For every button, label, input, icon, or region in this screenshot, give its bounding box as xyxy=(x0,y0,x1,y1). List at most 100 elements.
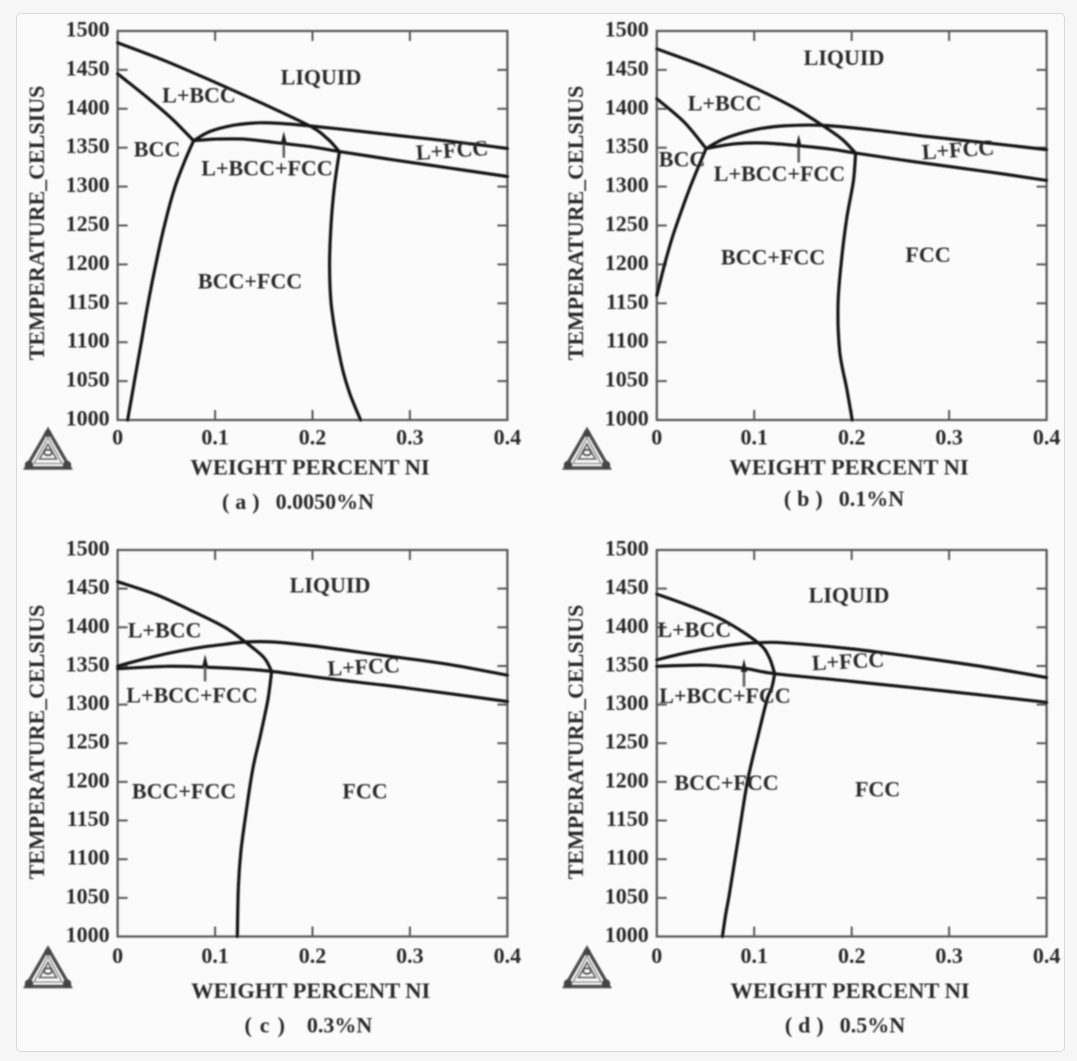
svg-text:1150: 1150 xyxy=(606,289,649,314)
svg-text:1050: 1050 xyxy=(66,883,110,908)
svg-text:1400: 1400 xyxy=(66,94,110,119)
svg-text:(b)0.1%N: (b) 0.1%N xyxy=(784,486,904,511)
svg-text:1100: 1100 xyxy=(606,845,649,870)
svg-text:1300: 1300 xyxy=(605,172,649,197)
svg-text:L+BCC: L+BCC xyxy=(657,617,731,642)
svg-text:WEIGHT PERCENT NI: WEIGHT PERCENT NI xyxy=(730,978,969,1003)
svg-text:1450: 1450 xyxy=(66,55,110,80)
svg-text:0: 0 xyxy=(112,943,123,968)
svg-text:0.2: 0.2 xyxy=(299,943,327,968)
svg-text:1050: 1050 xyxy=(66,367,110,392)
svg-text:1350: 1350 xyxy=(605,652,649,677)
svg-text:BCC+FCC: BCC+FCC xyxy=(721,245,825,270)
svg-text:1450: 1450 xyxy=(605,574,649,599)
svg-text:BCC+FCC: BCC+FCC xyxy=(674,770,778,795)
svg-text:1450: 1450 xyxy=(605,55,649,80)
svg-text:1200: 1200 xyxy=(66,250,110,275)
svg-text:1100: 1100 xyxy=(67,328,110,353)
svg-text:BCC: BCC xyxy=(134,137,180,162)
svg-text:1300: 1300 xyxy=(66,172,110,197)
svg-text:LIQUID: LIQUID xyxy=(290,573,371,598)
svg-text:1000: 1000 xyxy=(605,922,649,947)
svg-text:TEMPERATURE_CELSIUS: TEMPERATURE_CELSIUS xyxy=(24,605,49,880)
svg-text:0.2: 0.2 xyxy=(838,425,866,450)
svg-text:0: 0 xyxy=(651,943,662,968)
svg-text:1200: 1200 xyxy=(605,767,649,792)
svg-text:1350: 1350 xyxy=(66,133,110,158)
svg-text:LIQUID: LIQUID xyxy=(809,583,890,608)
svg-text:1000: 1000 xyxy=(605,406,649,431)
svg-text:1350: 1350 xyxy=(66,652,110,677)
svg-text:1250: 1250 xyxy=(605,729,649,754)
svg-text:LIQUID: LIQUID xyxy=(804,45,885,70)
svg-text:BCC+FCC: BCC+FCC xyxy=(198,269,302,294)
svg-text:L+FCC: L+FCC xyxy=(921,135,995,165)
svg-text:1250: 1250 xyxy=(66,211,110,236)
svg-text:1500: 1500 xyxy=(66,536,110,561)
svg-text:1050: 1050 xyxy=(605,883,649,908)
svg-text:1400: 1400 xyxy=(66,613,110,638)
svg-text:1000: 1000 xyxy=(66,922,110,947)
svg-text:1150: 1150 xyxy=(67,289,110,314)
svg-text:(a)0.0050%N: (a) 0.0050%N xyxy=(222,489,374,514)
svg-text:WEIGHT PERCENT NI: WEIGHT PERCENT NI xyxy=(191,978,430,1003)
svg-text:1450: 1450 xyxy=(66,574,110,599)
svg-text:1250: 1250 xyxy=(66,729,110,754)
svg-text:1100: 1100 xyxy=(606,328,649,353)
svg-text:0.4: 0.4 xyxy=(1033,943,1061,968)
svg-text:0.4: 0.4 xyxy=(494,425,522,450)
svg-text:0.3: 0.3 xyxy=(396,425,424,450)
svg-text:FCC: FCC xyxy=(342,779,387,804)
svg-text:TEMPERATURE_CELSIUS: TEMPERATURE_CELSIUS xyxy=(563,605,588,880)
svg-text:L+BCC: L+BCC xyxy=(688,91,762,116)
svg-text:1200: 1200 xyxy=(66,767,110,792)
svg-text:L+BCC: L+BCC xyxy=(128,618,202,643)
svg-text:1050: 1050 xyxy=(605,367,649,392)
svg-text:L+FCC: L+FCC xyxy=(415,135,489,165)
svg-text:1150: 1150 xyxy=(606,806,649,831)
svg-text:0.2: 0.2 xyxy=(838,943,866,968)
svg-text:1150: 1150 xyxy=(67,806,110,831)
svg-text:BCC: BCC xyxy=(659,147,705,172)
svg-text:TEMPERATURE_CELSIUS: TEMPERATURE_CELSIUS xyxy=(563,86,588,361)
svg-text:BCC+FCC: BCC+FCC xyxy=(132,779,236,804)
svg-text:0.4: 0.4 xyxy=(1033,425,1061,450)
svg-text:1400: 1400 xyxy=(605,94,649,119)
svg-text:1350: 1350 xyxy=(605,133,649,158)
svg-text:L+BCC+FCC: L+BCC+FCC xyxy=(201,156,332,181)
svg-text:1100: 1100 xyxy=(67,845,110,870)
svg-text:LIQUID: LIQUID xyxy=(281,65,362,90)
svg-text:FCC: FCC xyxy=(855,777,900,802)
svg-text:0.2: 0.2 xyxy=(299,425,327,450)
svg-text:L+FCC: L+FCC xyxy=(811,647,885,676)
svg-text:L+BCC: L+BCC xyxy=(162,83,236,108)
svg-text:1000: 1000 xyxy=(66,406,110,431)
svg-text:0.1: 0.1 xyxy=(740,943,768,968)
svg-text:0.3: 0.3 xyxy=(935,943,963,968)
svg-text:FCC: FCC xyxy=(905,242,950,267)
svg-text:1500: 1500 xyxy=(66,17,110,42)
svg-text:0.3: 0.3 xyxy=(396,943,424,968)
svg-text:0.3: 0.3 xyxy=(935,425,963,450)
svg-text:(c)0.3%N: (c) 0.3%N xyxy=(244,1012,372,1037)
svg-text:1250: 1250 xyxy=(605,211,649,236)
svg-text:0.1: 0.1 xyxy=(201,943,229,968)
svg-text:L+FCC: L+FCC xyxy=(327,652,401,681)
svg-text:1500: 1500 xyxy=(605,17,649,42)
svg-text:L+BCC+FCC: L+BCC+FCC xyxy=(714,161,845,186)
svg-text:0: 0 xyxy=(651,425,662,450)
svg-text:0.1: 0.1 xyxy=(201,425,229,450)
svg-text:WEIGHT PERCENT NI: WEIGHT PERCENT NI xyxy=(729,455,968,480)
svg-text:WEIGHT PERCENT NI: WEIGHT PERCENT NI xyxy=(190,455,429,480)
svg-text:L+BCC+FCC: L+BCC+FCC xyxy=(126,683,257,708)
svg-text:1300: 1300 xyxy=(605,690,649,715)
svg-text:TEMPERATURE_CELSIUS: TEMPERATURE_CELSIUS xyxy=(24,86,49,361)
svg-text:(d)0.5%N: (d) 0.5%N xyxy=(785,1012,905,1037)
svg-text:1500: 1500 xyxy=(605,536,649,561)
svg-text:1300: 1300 xyxy=(66,690,110,715)
svg-text:0.1: 0.1 xyxy=(740,425,768,450)
svg-text:1200: 1200 xyxy=(605,250,649,275)
svg-text:0: 0 xyxy=(112,425,123,450)
svg-text:L+BCC+FCC: L+BCC+FCC xyxy=(659,683,790,708)
svg-text:0.4: 0.4 xyxy=(494,943,522,968)
